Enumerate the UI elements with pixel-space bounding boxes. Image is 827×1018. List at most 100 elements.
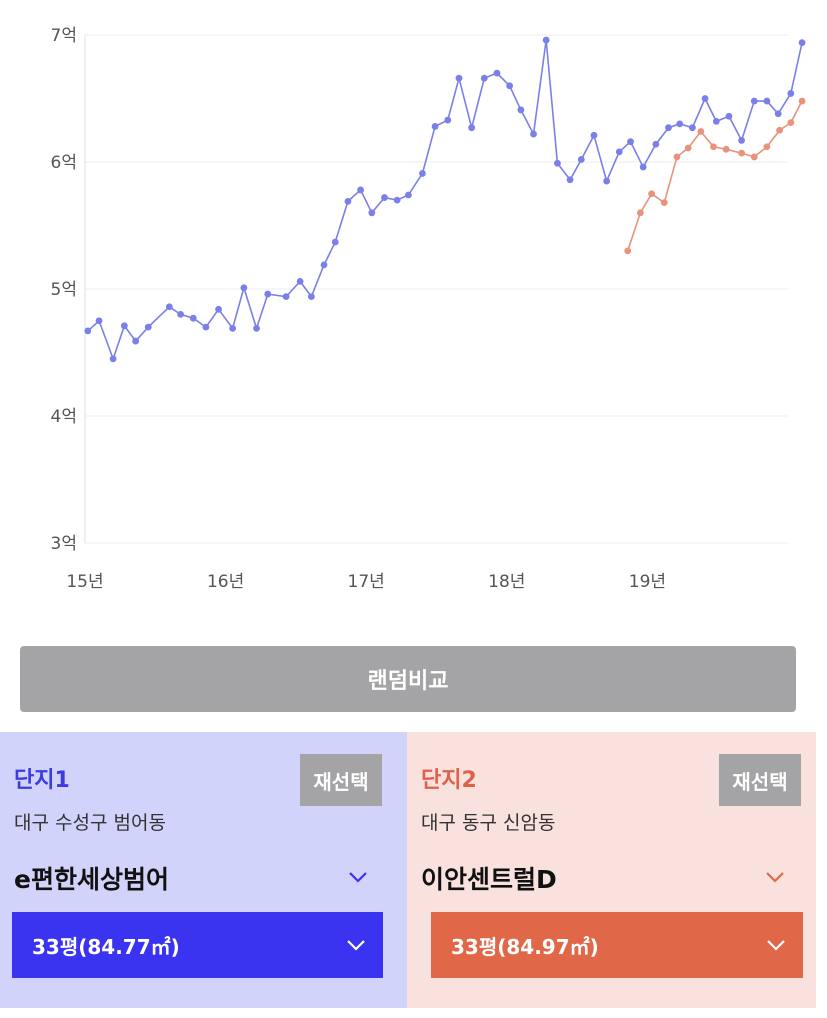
complex1-title: 단지1 [14, 768, 70, 793]
series-2-point [722, 145, 730, 153]
series-1-point [639, 163, 647, 171]
series-1-point [444, 116, 452, 124]
y-tick-label: 5억 [51, 280, 77, 300]
series-1-point [109, 355, 117, 363]
series-1-point [357, 186, 364, 194]
series-2-point [776, 126, 783, 134]
complex2-title: 단지2 [421, 768, 477, 793]
series-1-point [652, 140, 660, 148]
y-tick-label: 6억 [51, 153, 77, 173]
series-1-point [368, 209, 376, 217]
series-1-point [253, 324, 260, 332]
series-1-point [517, 106, 525, 114]
series-1-point [493, 69, 501, 77]
series-2-point [787, 119, 795, 127]
series-1-point [95, 317, 103, 325]
series-1-point [393, 196, 401, 204]
x-tick-label: 19년 [629, 572, 666, 592]
series-1-point [688, 124, 696, 132]
price-chart-svg: 3억 4억 5억 6억 7억 15년 16년 17년 18년 19년 [51, 26, 806, 592]
series-1-point [120, 322, 128, 330]
series-1-point [189, 314, 197, 322]
series-1-point [554, 159, 561, 167]
series-2-point [750, 153, 758, 161]
series-1-point [774, 110, 782, 118]
series-1-point [480, 74, 488, 82]
series-1-point [404, 191, 412, 199]
series-1-point [177, 311, 185, 318]
complex1-address: 대구 수성구 범어동 [14, 812, 166, 834]
series-1-line [87, 39, 803, 362]
series-2-point [710, 143, 717, 151]
complex1-panel: 단지1 재선택 대구 수성구 범어동 e편한세상범어 33평(84.77㎡) [0, 732, 407, 1008]
series-1-point [144, 323, 152, 331]
series-1-point [307, 293, 315, 301]
complex2-size-select[interactable]: 33평(84.97㎡) [431, 912, 803, 978]
series-2-point [636, 209, 644, 217]
series-1-point [229, 324, 237, 332]
series-1-point [202, 323, 210, 331]
series-1-point [419, 170, 426, 177]
complex1-apartment-name[interactable]: e편한세상범어 [14, 865, 169, 894]
series-1-point [506, 82, 514, 90]
series-1-point [676, 120, 684, 128]
series-1-point [530, 130, 537, 138]
series-2-point [738, 149, 746, 157]
chevron-down-icon [767, 940, 785, 951]
series-1-point [381, 194, 388, 201]
chevron-down-icon[interactable] [345, 864, 371, 890]
series-1-point [468, 124, 476, 132]
x-tick-label: 16년 [207, 572, 244, 592]
series-1-point [320, 261, 328, 269]
complex2-reselect-button[interactable]: 재선택 [719, 754, 801, 806]
series-1-point [590, 131, 598, 139]
series-1-point [615, 148, 623, 156]
series-2-point [763, 143, 771, 151]
series-1-point [712, 117, 720, 125]
series-1-point [701, 95, 709, 102]
x-tick-label: 17년 [348, 572, 385, 592]
series-1-point [665, 124, 672, 132]
chevron-down-icon[interactable] [762, 864, 788, 890]
series-1-point [264, 290, 272, 298]
series-1-point [296, 277, 304, 285]
series-2-point [673, 153, 681, 161]
series-1-point [165, 303, 173, 311]
random-compare-button[interactable]: 랜덤비교 [20, 646, 796, 712]
y-tick-label: 4억 [51, 407, 77, 427]
complex1-reselect-button[interactable]: 재선택 [300, 754, 382, 806]
series-1-point [240, 284, 248, 292]
series-1-point [603, 177, 611, 185]
complex2-panel: 단지2 재선택 대구 동구 신암동 이안센트럴D 33평(84.97㎡) [407, 732, 816, 1008]
series-1-point [627, 138, 634, 146]
y-tick-label: 7억 [51, 26, 77, 46]
series-1-point [215, 305, 222, 313]
complex2-apartment-name[interactable]: 이안센트럴D [421, 865, 557, 894]
series-1-point [725, 112, 733, 120]
series-1-point [750, 97, 758, 105]
price-chart: 3억 4억 5억 6억 7억 15년 16년 17년 18년 19년 [51, 26, 806, 592]
complex1-size-select[interactable]: 33평(84.77㎡) [12, 912, 383, 978]
series-1-point [798, 39, 806, 47]
series-1-point [331, 238, 339, 246]
series-1-point [566, 176, 574, 184]
series-1-point [132, 337, 140, 345]
series-1-point [455, 74, 463, 82]
series-1-point [763, 97, 771, 105]
chevron-down-icon [347, 940, 365, 951]
complex1-size-value: 33평(84.77㎡) [32, 934, 180, 959]
series-2-point [684, 144, 692, 152]
series-2-point [660, 199, 668, 207]
series-2-point [697, 128, 705, 135]
complex2-address: 대구 동구 신암동 [421, 812, 556, 834]
series-2-point [798, 97, 806, 105]
y-tick-label: 3억 [51, 534, 77, 554]
x-tick-label: 15년 [66, 572, 103, 592]
series-1-point [344, 197, 352, 205]
series-1-point [282, 293, 290, 301]
series-1-point [738, 137, 746, 144]
series-1-point [787, 90, 795, 97]
series-2-point [624, 247, 632, 255]
x-tick-label: 18년 [488, 572, 525, 592]
series-1-point [542, 36, 550, 44]
